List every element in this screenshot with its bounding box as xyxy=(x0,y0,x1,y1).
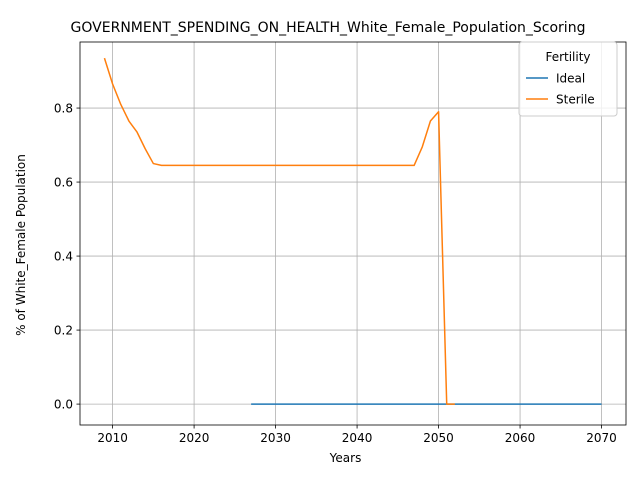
y-axis: 0.0 0.2 0.4 0.6 0.8 xyxy=(54,102,80,412)
y-tick-label: 0.4 xyxy=(54,250,73,264)
x-tick-label: 2010 xyxy=(97,431,128,445)
legend-title: Fertility xyxy=(545,50,590,64)
legend: Fertility Ideal Sterile xyxy=(518,41,618,117)
x-axis-label: Years xyxy=(329,451,362,465)
x-tick-label: 2060 xyxy=(505,431,536,445)
y-tick-label: 0.8 xyxy=(54,102,73,116)
x-tick-label: 2050 xyxy=(423,431,454,445)
chart-title: GOVERNMENT_SPENDING_ON_HEALTH_White_Fema… xyxy=(71,20,586,36)
y-axis-label: % of White_Female Population xyxy=(14,154,28,336)
x-tick-label: 2040 xyxy=(342,431,373,445)
x-tick-label: 2070 xyxy=(586,431,617,445)
x-tick-label: 2030 xyxy=(260,431,291,445)
legend-box xyxy=(518,41,618,117)
series-line-sterile xyxy=(103,57,455,405)
legend-label-sterile: Sterile xyxy=(556,93,595,107)
y-tick-label: 0.0 xyxy=(54,398,73,412)
legend-label-ideal: Ideal xyxy=(556,72,585,86)
y-tick-label: 0.6 xyxy=(54,176,73,190)
x-axis: 2010 2020 2030 2040 2050 2060 2070 xyxy=(97,425,617,445)
x-tick-label: 2020 xyxy=(179,431,210,445)
y-tick-label: 0.2 xyxy=(54,324,73,338)
series-layer xyxy=(103,57,602,405)
plot-frame xyxy=(79,41,627,426)
